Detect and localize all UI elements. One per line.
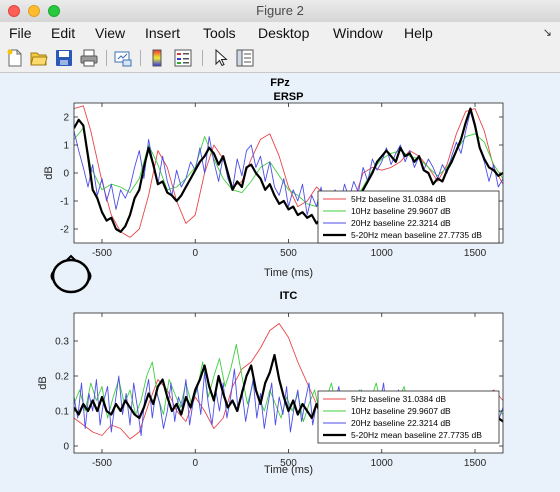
x-tick-label: 500: [280, 248, 297, 259]
figure-plot: FPz -500 0 500 1000 1500 -2 -1 0 1 2 ERSP Time (ms)…: [37, 77, 504, 476]
menu-view[interactable]: View: [95, 25, 126, 41]
y-axis-label: dB: [37, 376, 49, 389]
legend-entry: 20Hz baseline 22.3214 dB: [351, 218, 451, 228]
toolbar-separator: [202, 50, 203, 66]
x-tick-label: 500: [280, 458, 297, 469]
new-figure-icon[interactable]: [6, 49, 24, 67]
legend[interactable]: 5Hz baseline 31.0384 dB 10Hz baseline 29.…: [317, 390, 500, 444]
toolbar-separator: [140, 50, 141, 66]
x-tick-label: 1000: [371, 458, 394, 469]
head-topoplot-icon: [50, 254, 92, 294]
y-tick-label: 0.1: [55, 407, 69, 418]
legend-entry: 20Hz baseline 22.3214 dB: [351, 418, 451, 428]
chart-title: ERSP: [274, 91, 304, 103]
chart-title: ITC: [280, 290, 298, 302]
chart-panel-ersp: -500 0 500 1000 1500 -2 -1 0 1 2 ERSP Time (ms) dB 5H…: [43, 91, 504, 279]
x-tick-label: -500: [92, 458, 112, 469]
close-button[interactable]: [8, 5, 20, 17]
series-line-0: [74, 105, 503, 238]
arrow-icon[interactable]: ↘: [542, 27, 552, 39]
legend-entry: 5Hz baseline 31.0384 dB: [351, 394, 446, 404]
y-tick-label: 2: [63, 113, 69, 124]
menu-edit[interactable]: Edit: [51, 25, 76, 41]
y-tick-label: 0.2: [55, 372, 69, 383]
x-tick-label: -500: [92, 248, 112, 259]
colorbar-icon[interactable]: [148, 49, 166, 67]
legend-entry: 5Hz baseline 31.0384 dB: [351, 194, 446, 204]
y-tick-label: -1: [60, 197, 69, 208]
save-icon[interactable]: [55, 49, 73, 67]
maximize-button[interactable]: [48, 5, 60, 17]
toolbar: [0, 44, 560, 73]
legend-icon[interactable]: [174, 49, 192, 67]
x-tick-label: 1500: [464, 458, 487, 469]
chart-panel-itc: -500 0 500 1000 1500 0 0.1 0.2 0.3 ITC Time (ms) dB…: [37, 290, 504, 476]
legend[interactable]: 5Hz baseline 31.0384 dB 10Hz baseline 29.…: [317, 190, 500, 244]
x-tick-label: 0: [192, 248, 198, 259]
link-icon[interactable]: [114, 49, 132, 67]
y-tick-label: 0: [63, 442, 69, 453]
minimize-button[interactable]: [28, 5, 40, 17]
x-tick-label: 0: [192, 458, 198, 469]
legend-box: [317, 190, 500, 244]
window-title: Figure 2: [256, 3, 304, 18]
y-tick-label: -2: [60, 225, 69, 236]
toolbar-separator: [106, 50, 107, 66]
property-inspector-icon[interactable]: [236, 49, 254, 67]
series-line-3: [74, 107, 503, 233]
legend-box: [317, 390, 500, 444]
menu-insert[interactable]: Insert: [145, 25, 181, 41]
x-axis-label: Time (ms): [264, 464, 313, 476]
title-bar: Figure 2: [0, 0, 560, 23]
menu-window[interactable]: Window: [333, 25, 383, 41]
y-tick-label: 0: [63, 169, 69, 180]
y-axis-label: dB: [43, 166, 55, 179]
x-tick-label: 1000: [371, 248, 394, 259]
menu-tools[interactable]: Tools: [203, 25, 236, 41]
x-axis-label: Time (ms): [264, 267, 313, 279]
series-group: [74, 105, 503, 238]
menu-file[interactable]: File: [9, 25, 32, 41]
figure-canvas: FPz -500 0 500 1000 1500 -2 -1 0 1 2 ERSP Time (ms)…: [0, 73, 560, 492]
legend-entry: 5-20Hz mean baseline 27.7735 dB: [351, 430, 482, 440]
legend-entry: 5-20Hz mean baseline 27.7735 dB: [351, 230, 482, 240]
menu-desktop[interactable]: Desktop: [258, 25, 310, 41]
pointer-icon[interactable]: [212, 49, 230, 67]
menu-bar: File Edit View Insert Tools Desktop Wind…: [0, 22, 560, 44]
legend-entry: 10Hz baseline 29.9607 dB: [351, 406, 451, 416]
open-file-icon[interactable]: [30, 49, 48, 67]
channel-title: FPz: [270, 77, 290, 89]
x-tick-label: 1500: [464, 248, 487, 259]
y-tick-label: 0.3: [55, 337, 69, 348]
menu-help[interactable]: Help: [404, 25, 433, 41]
y-tick-label: 1: [63, 141, 69, 152]
print-icon[interactable]: [80, 49, 98, 67]
legend-entry: 10Hz baseline 29.9607 dB: [351, 206, 451, 216]
